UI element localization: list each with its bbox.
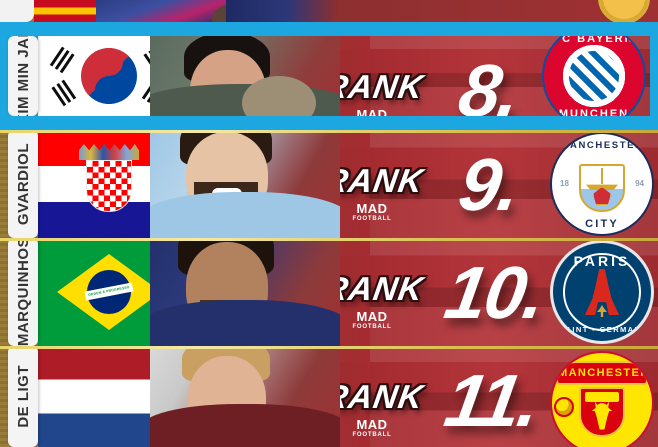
mad-football-watermark: MAD FOOTBALL: [322, 202, 422, 222]
ranking-row-10[interactable]: ORDEM E PROGRESSO RANK 10. MAD FOOTBALL: [0, 238, 658, 346]
rank-number: 8.: [453, 49, 525, 116]
rank-number: 10.: [439, 251, 550, 334]
ranking-row-9[interactable]: RANK 9. MAD FOOTBALL MANCHESTER 18 94 CI…: [0, 130, 658, 238]
rank-banner-8: RANK 8. MAD FOOTBALL FC BAYERN MUNCHEN: [300, 36, 650, 116]
badge-text-top: PARIS: [573, 253, 631, 269]
rank-number: 9.: [453, 143, 525, 226]
player-name-label: KIM MIN JAE: [14, 36, 32, 116]
player-name-tag-marquinhos: MARQUINHOS: [8, 238, 38, 346]
player-name-tag-gvardiol: GVARDIOL: [8, 130, 38, 238]
player-photo-gvardiol: [150, 130, 340, 238]
player-photo-kim-min-jae: [150, 36, 340, 116]
player-photo-de-ligt: [150, 346, 340, 447]
rank-banner-10: RANK 10. MAD FOOTBALL PARIS SAINT - GERM…: [300, 238, 658, 346]
watermark-line-2: FOOTBALL: [352, 216, 392, 222]
ranking-row-11[interactable]: RANK 11. MAD FOOTBALL MANCHESTER DE LIGT: [0, 346, 658, 447]
club-badge-manchester-united-icon[interactable]: MANCHESTER: [550, 350, 654, 447]
partial-player-photo: [96, 0, 226, 22]
mad-football-watermark: MAD FOOTBALL: [322, 108, 422, 116]
player-name-tag-de-ligt: DE LIGT: [8, 346, 38, 447]
badge-text-bottom: MUNCHEN: [558, 108, 630, 116]
club-badge-psg-icon[interactable]: PARIS SAINT - GERMAIN: [550, 240, 654, 344]
mad-football-watermark: MAD FOOTBALL: [322, 418, 422, 438]
player-photo-marquinhos: [150, 238, 340, 346]
badge-year-left: 18: [560, 179, 569, 188]
club-badge-manchester-city-icon[interactable]: MANCHESTER 18 94 CITY: [550, 132, 654, 236]
partial-flag-icon: [34, 0, 96, 22]
badge-text-top: FC BAYERN: [553, 36, 635, 45]
partial-name-tag: [0, 0, 34, 22]
club-badge-bayern-munich-icon[interactable]: FC BAYERN MUNCHEN: [542, 36, 646, 116]
rank-number: 11.: [439, 359, 544, 442]
player-name-label: DE LIGT: [14, 365, 32, 428]
badge-text-bottom: CITY: [585, 218, 619, 230]
watermark-line-2: FOOTBALL: [352, 324, 392, 330]
rank-banner-11: RANK 11. MAD FOOTBALL MANCHESTER: [300, 346, 658, 447]
watermark-line-1: MAD: [356, 417, 388, 432]
ranking-row-8[interactable]: RANK 8. MAD FOOTBALL FC BAYERN MUNCHEN K…: [0, 22, 658, 130]
badge-year-right: 94: [635, 179, 644, 188]
watermark-line-2: FOOTBALL: [352, 432, 392, 438]
player-name-label: GVARDIOL: [14, 142, 32, 226]
player-name-tag-kim-min-jae: KIM MIN JAE: [8, 36, 38, 116]
partial-top-row: [0, 0, 658, 22]
watermark-line-1: MAD: [356, 309, 388, 324]
rank-banner-9: RANK 9. MAD FOOTBALL MANCHESTER 18 94 CI…: [300, 130, 658, 238]
badge-text-bottom: SAINT - GERMAIN: [559, 325, 645, 334]
mad-football-watermark: MAD FOOTBALL: [322, 310, 422, 330]
watermark-line-1: MAD: [356, 201, 388, 216]
badge-text-top: MANCHESTER: [560, 140, 644, 151]
badge-text-top: MANCHESTER: [556, 360, 648, 385]
watermark-line-1: MAD: [356, 107, 388, 116]
player-name-label: MARQUINHOS: [14, 238, 32, 346]
partial-banner: [226, 0, 658, 22]
